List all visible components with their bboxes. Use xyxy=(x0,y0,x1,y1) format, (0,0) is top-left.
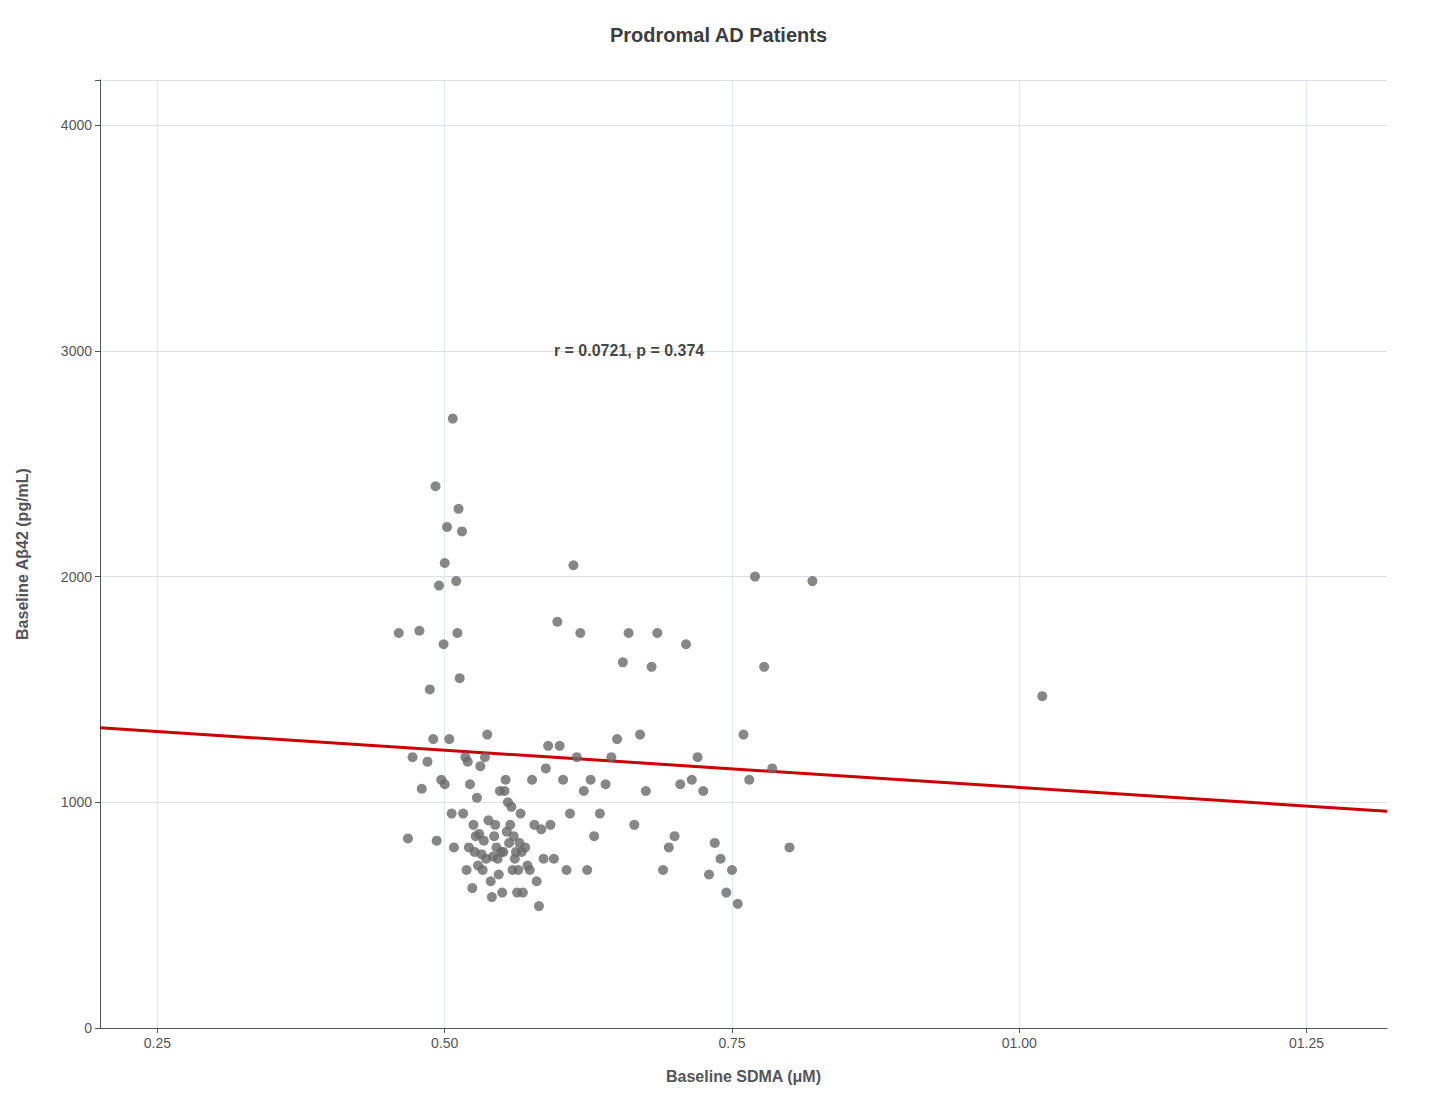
svg-text:Baseline SDMA (μM): Baseline SDMA (μM) xyxy=(666,1068,821,1085)
svg-text:1000: 1000 xyxy=(61,794,92,810)
svg-text:0: 0 xyxy=(84,1020,92,1036)
svg-text:4000: 4000 xyxy=(61,117,92,133)
svg-text:2000: 2000 xyxy=(61,569,92,585)
svg-text:0.75: 0.75 xyxy=(718,1035,745,1051)
svg-text:Prodromal AD Patients: Prodromal AD Patients xyxy=(610,24,827,46)
svg-text:0.50: 0.50 xyxy=(431,1035,458,1051)
svg-text:Baseline Aβ42 (pg/mL): Baseline Aβ42 (pg/mL) xyxy=(14,468,31,640)
svg-text:01.00: 01.00 xyxy=(1002,1035,1037,1051)
svg-text:r = 0.0721, p = 0.374: r = 0.0721, p = 0.374 xyxy=(554,342,704,359)
svg-text:3000: 3000 xyxy=(61,343,92,359)
svg-text:01.25: 01.25 xyxy=(1289,1035,1324,1051)
svg-text:0.25: 0.25 xyxy=(144,1035,171,1051)
